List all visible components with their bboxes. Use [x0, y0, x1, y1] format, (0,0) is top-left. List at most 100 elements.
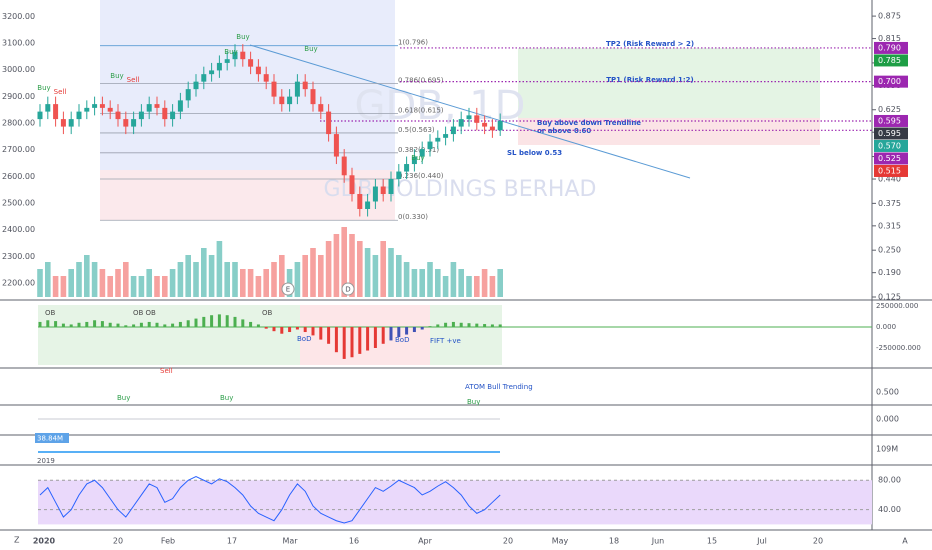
fift-bar: [288, 326, 292, 333]
candle-body: [224, 59, 230, 63]
signal-label: Sell: [54, 88, 67, 96]
x-tick-label: Feb: [161, 537, 175, 546]
x-tick-label: 20: [813, 537, 823, 546]
atom-label: Sell: [160, 367, 173, 375]
fift-bar: [132, 324, 136, 327]
candle-body: [37, 111, 43, 120]
stoch-k-line: [39, 476, 501, 524]
x-tick-label: Jul: [756, 537, 767, 546]
fib-label: 0.382(0.51): [398, 146, 439, 154]
volume-bar: [279, 255, 285, 297]
volume-bar: [216, 241, 223, 297]
fift-bar: [405, 326, 409, 335]
fift-tick-label: 250000.000: [876, 302, 918, 310]
candle-body: [115, 111, 121, 120]
volume-bar: [302, 255, 308, 297]
x-tick-label: 2020: [33, 537, 56, 546]
candle-body: [435, 137, 441, 142]
right-axis-bg: [872, 0, 932, 550]
left-tick-label: 2800.00: [2, 118, 35, 127]
fift-bar: [210, 315, 214, 327]
price-tag-text: 0.700: [878, 77, 901, 86]
fift-bar: [241, 319, 245, 327]
price-tag-text: 0.515: [878, 166, 901, 175]
price-tag-text: 0.595: [878, 116, 901, 125]
price-tag-text: 0.790: [878, 43, 901, 52]
volume-bar: [357, 241, 363, 297]
candle-body: [326, 111, 332, 135]
fib-zone-upper: [100, 0, 395, 170]
price-tag: [874, 75, 908, 88]
candle-body: [255, 66, 261, 75]
candle-body: [170, 111, 176, 120]
event-marker: [281, 282, 295, 296]
fift-bar: [225, 315, 229, 327]
fift-bar: [249, 321, 253, 327]
volume-bar: [403, 262, 410, 297]
volume-bar: [497, 269, 503, 297]
candle-body: [388, 179, 394, 195]
fift-label: OB: [262, 309, 273, 317]
x-tick-label: May: [552, 537, 569, 546]
sl-label: SL below 0.53: [507, 149, 562, 157]
fift-bar: [342, 326, 346, 359]
candle-body: [318, 104, 324, 112]
fift-bar: [498, 324, 502, 327]
fib-label: 1(0.796): [398, 39, 428, 47]
x-tick-label: A: [902, 537, 908, 546]
fift-bar: [373, 326, 377, 348]
fift-bar: [358, 326, 362, 354]
atom-label: Buy: [467, 398, 480, 406]
atom-label: ATOM Bull Trending: [465, 383, 533, 391]
candle-body: [92, 104, 98, 108]
candle-body: [458, 119, 464, 127]
volume-bar: [435, 269, 441, 297]
candle-body: [287, 96, 293, 105]
fift-bar: [155, 322, 159, 327]
fift-bar: [256, 324, 260, 327]
volume-bar: [115, 269, 121, 297]
right-tick-label: 0.875: [878, 12, 901, 21]
price-tag: [874, 164, 908, 177]
volume-tag: [35, 433, 69, 443]
signal-label: Buy: [304, 45, 317, 53]
signal-label: Buy: [224, 48, 237, 56]
fift-bar: [171, 323, 175, 327]
volume-tag-text: 38.84M: [37, 435, 63, 443]
candle-body: [263, 74, 269, 82]
volume-bar: [450, 262, 457, 297]
volume-bar: [442, 276, 449, 297]
volume-bar: [396, 255, 402, 297]
left-tick-label: 2600.00: [2, 172, 35, 181]
candle-body: [489, 126, 495, 131]
fib-label: 0.236(0.440): [398, 172, 444, 180]
volume-bar: [185, 255, 191, 297]
volume-bar: [458, 269, 464, 297]
fift-bar: [490, 324, 494, 327]
candle-body: [193, 81, 199, 90]
candle-body: [474, 115, 480, 123]
volume-bar: [271, 262, 277, 297]
fib-label: 0.786(0.695): [398, 77, 444, 85]
fift-label: BoD: [297, 335, 311, 343]
candle-body: [248, 59, 254, 67]
right-tick-label: 0.815: [878, 34, 901, 43]
candle-body: [497, 120, 503, 131]
tp2-label: TP2 (Risk Reward > 2): [606, 40, 694, 48]
fift-bar: [311, 326, 315, 336]
candle-body: [310, 89, 316, 105]
corner-label: Z: [14, 536, 20, 545]
fift-bar: [475, 323, 479, 327]
price-tag-text: 0.570: [878, 141, 901, 150]
volume-bar: [68, 269, 74, 297]
x-tick-label: 15: [707, 537, 717, 546]
signal-label: Buy: [37, 84, 50, 92]
candle-body: [279, 96, 285, 105]
volume-bar: [146, 269, 152, 297]
volume-bar: [162, 276, 168, 297]
fift-bar: [467, 323, 471, 327]
fift-bar: [412, 326, 416, 333]
candle-body: [53, 104, 59, 120]
right-tick-label: 0.125: [878, 293, 901, 302]
